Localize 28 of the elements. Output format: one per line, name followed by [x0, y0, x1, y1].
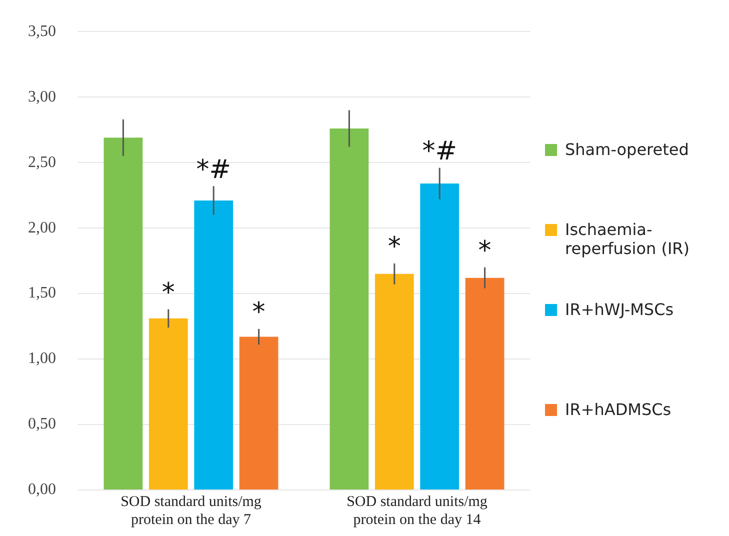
bar [239, 336, 278, 490]
x-tick-label: SOD standard units/mg protein on the day 14 [346, 494, 488, 528]
bar [374, 274, 414, 490]
data-label: *# [422, 136, 457, 167]
data-label: * [162, 278, 175, 308]
y-tick-label: 0,00 [28, 481, 56, 498]
y-tick-label: 2,50 [28, 154, 56, 171]
data-label: *# [196, 154, 231, 185]
y-tick-label: 3,50 [28, 22, 56, 40]
x-tick-label: SOD standard units/mg protein on the day 7 [120, 494, 262, 528]
bar [148, 318, 188, 490]
legend-label: Sham-opereted [565, 140, 689, 159]
bar [194, 200, 234, 490]
y-tick-label: 0,50 [28, 416, 56, 433]
bar [104, 138, 143, 490]
y-tick-label: 1,00 [28, 350, 56, 368]
data-label: * [252, 298, 266, 328]
y-tick-label: 3,00 [28, 88, 56, 106]
y-tick-label: 1,50 [28, 284, 56, 302]
bar [330, 128, 369, 490]
data-label: * [388, 232, 401, 262]
legend-label: IR+hWJ-MSCs [565, 300, 674, 319]
legend-label: Ischaemia-reperfusion (IR) [565, 220, 691, 258]
y-tick-label: 2,00 [28, 219, 56, 236]
bar [465, 278, 504, 490]
legend-label: IR+hADMSCs [565, 400, 672, 419]
data-label: * [478, 236, 492, 266]
bar [420, 184, 460, 490]
